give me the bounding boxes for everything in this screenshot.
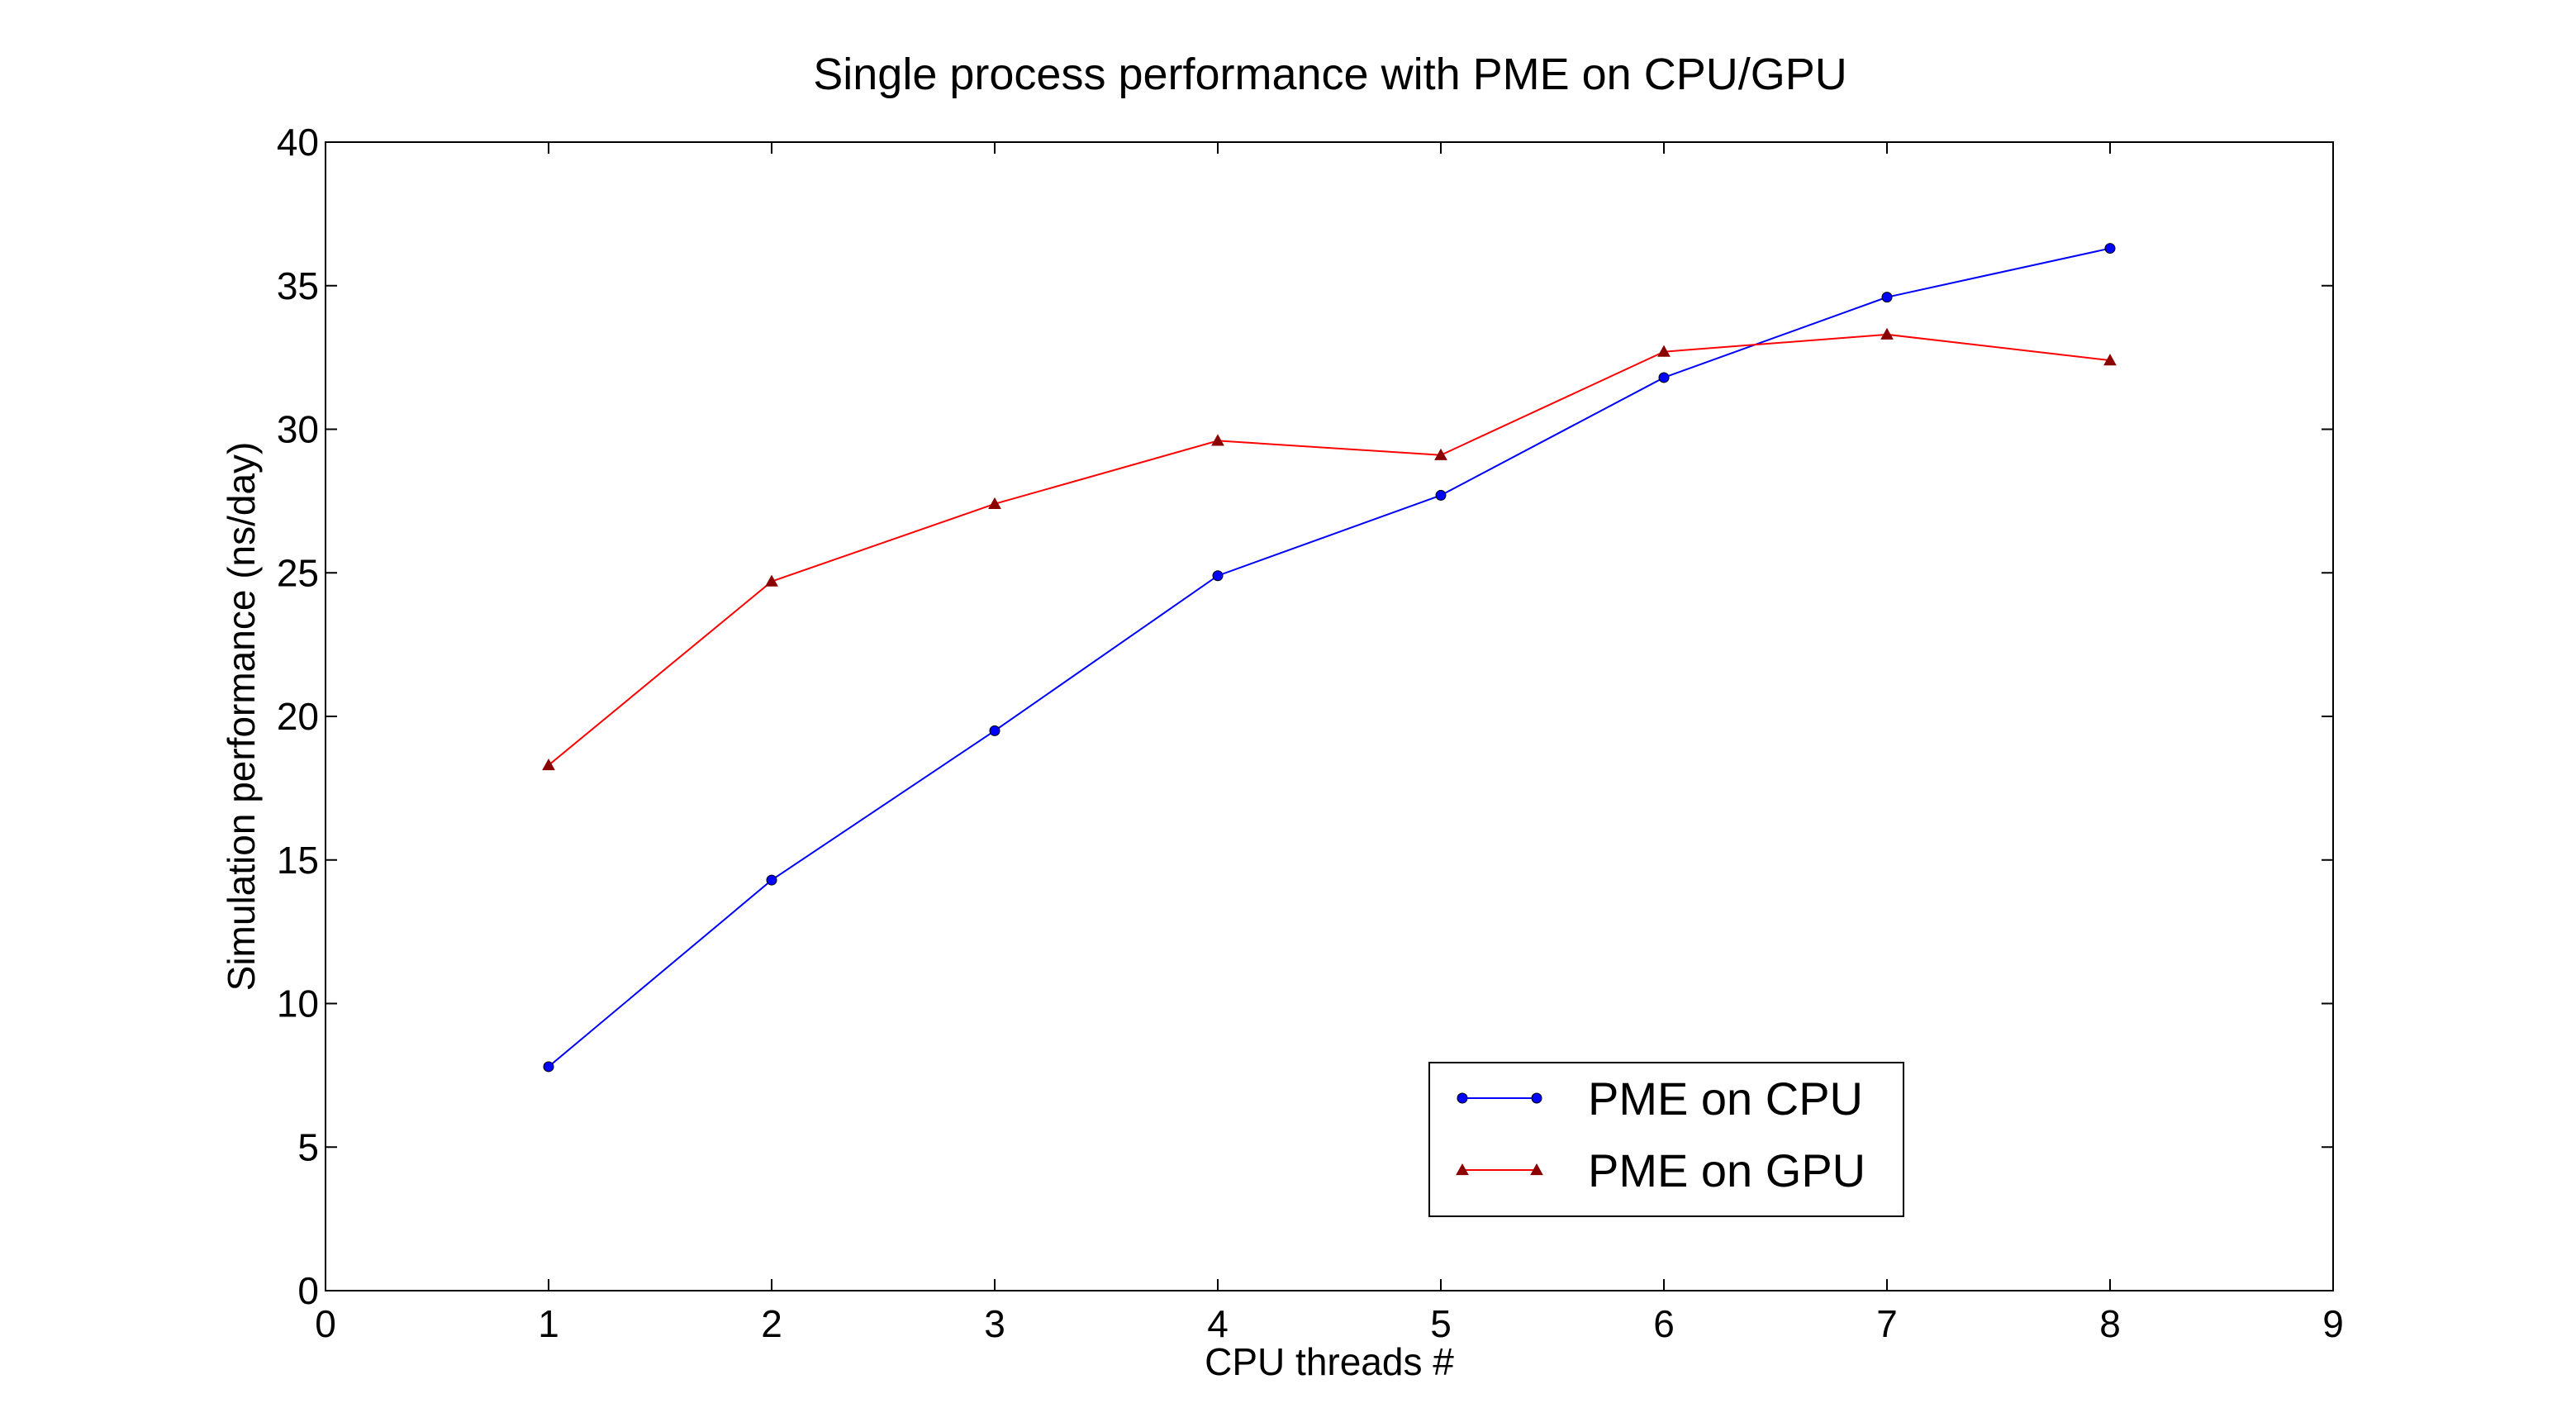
x-tick-label: 8 bbox=[2099, 1302, 2121, 1345]
x-tick-label: 1 bbox=[538, 1302, 559, 1345]
legend-label: PME on CPU bbox=[1588, 1073, 1863, 1125]
legend-marker bbox=[1456, 1163, 1469, 1176]
x-tick-label: 6 bbox=[1653, 1302, 1675, 1345]
legend-box bbox=[1428, 1062, 1904, 1217]
y-tick-label: 5 bbox=[297, 1125, 319, 1168]
chart-title: Single process performance with PME on C… bbox=[813, 50, 1847, 99]
x-axis-label: CPU threads # bbox=[1205, 1340, 1454, 1383]
data-point bbox=[1211, 434, 1224, 446]
x-tick-label: 9 bbox=[2322, 1302, 2344, 1345]
x-tick-label: 5 bbox=[1430, 1302, 1452, 1345]
data-point bbox=[543, 1061, 554, 1073]
legend-entry: PME on GPU bbox=[1456, 1144, 1865, 1196]
data-point bbox=[1881, 292, 1893, 303]
data-point bbox=[765, 574, 778, 587]
y-tick-label: 35 bbox=[277, 264, 319, 307]
series-line bbox=[548, 333, 2111, 766]
y-tick-label: 25 bbox=[277, 551, 319, 594]
y-tick-label: 10 bbox=[277, 982, 319, 1025]
legend-marker bbox=[1531, 1092, 1542, 1104]
legend-marker bbox=[1530, 1163, 1543, 1176]
legend-label: PME on GPU bbox=[1588, 1144, 1865, 1196]
data-point bbox=[1658, 372, 1670, 383]
data-point bbox=[2104, 243, 2116, 254]
series-line bbox=[548, 247, 2111, 1068]
x-tick-label: 2 bbox=[761, 1302, 782, 1345]
series-cpu bbox=[543, 243, 2116, 1073]
legend-entry: PME on CPU bbox=[1457, 1073, 1863, 1125]
x-tick-label: 3 bbox=[984, 1302, 1005, 1345]
data-point bbox=[1435, 489, 1447, 501]
y-tick-label: 20 bbox=[277, 695, 319, 738]
data-point bbox=[1880, 327, 1894, 340]
series-gpu bbox=[542, 327, 2117, 771]
axis-ticks bbox=[325, 141, 2334, 1291]
legend-marker bbox=[1457, 1092, 1468, 1104]
x-tick-label: 4 bbox=[1207, 1302, 1229, 1345]
tick-labels: 0 1 2 3 4 5 6 7 8 9 0 5 10 15 20 25 30 35 40 bbox=[277, 121, 2344, 1345]
data-point bbox=[542, 759, 555, 771]
y-axis-label: Simulation performance (ns/day) bbox=[220, 442, 263, 992]
x-tick-label: 7 bbox=[1876, 1302, 1898, 1345]
series-layer bbox=[542, 243, 2117, 1073]
y-tick-label: 15 bbox=[277, 839, 319, 882]
legend: PME on CPU PME on GPU bbox=[1428, 1062, 1904, 1217]
x-tick-label: 0 bbox=[315, 1302, 336, 1345]
data-point bbox=[766, 874, 777, 886]
y-tick-label: 40 bbox=[277, 121, 319, 164]
legend-entries: PME on CPU PME on GPU bbox=[1456, 1073, 1865, 1196]
plot-area bbox=[325, 141, 2334, 1291]
data-point bbox=[988, 497, 1001, 509]
data-point bbox=[2103, 354, 2117, 366]
y-tick-label: 30 bbox=[277, 408, 319, 451]
y-tick-label: 0 bbox=[297, 1269, 319, 1312]
data-point bbox=[1657, 345, 1671, 357]
data-point bbox=[1212, 570, 1224, 582]
data-point bbox=[1434, 448, 1447, 460]
data-point bbox=[989, 725, 1000, 736]
